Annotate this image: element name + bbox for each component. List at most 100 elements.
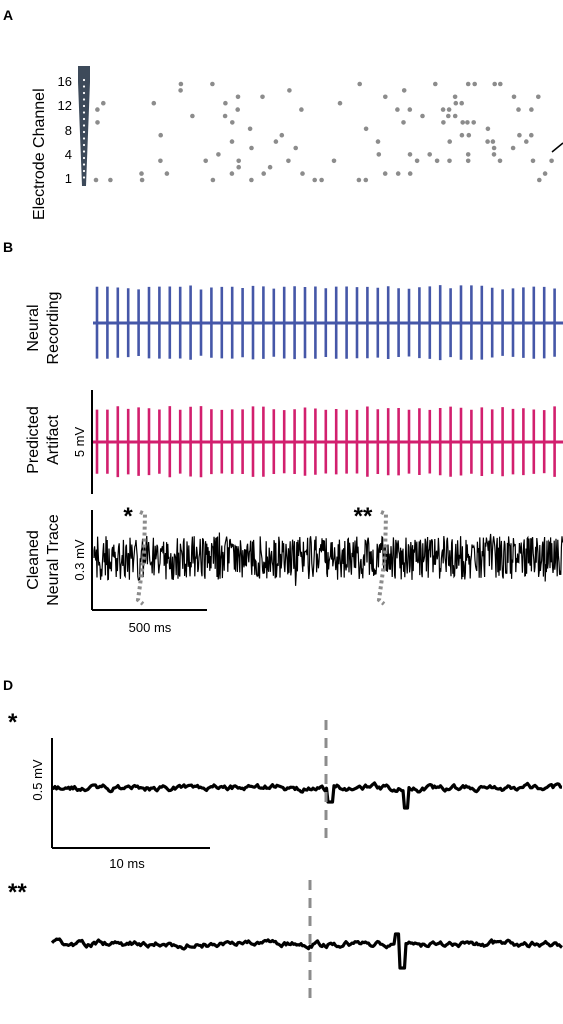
spike-dot <box>287 88 292 93</box>
spike-dot <box>441 120 446 125</box>
spike-dot <box>261 171 267 176</box>
spike-dot <box>108 177 113 183</box>
spike-dot <box>485 126 491 132</box>
channel-tick-8: 8 <box>65 123 72 138</box>
spike-dot <box>273 139 279 144</box>
spike-dot <box>465 158 471 164</box>
spike-dot <box>158 158 163 164</box>
spike-dot <box>286 158 291 164</box>
spike-dot <box>247 126 253 132</box>
spike-marker-1: * <box>123 503 133 530</box>
raster-edge-mark <box>551 142 563 153</box>
spike-dot <box>375 139 381 144</box>
spike-dot <box>490 139 496 144</box>
spike-dot <box>453 100 459 106</box>
spike-dot <box>229 171 235 176</box>
spike-dot <box>491 152 497 157</box>
spike-dot <box>95 120 100 125</box>
spike-dot <box>510 145 516 151</box>
artifact-label-2: Artifact <box>45 415 62 465</box>
electrode-contact <box>82 91 86 95</box>
spike-highlight-2 <box>376 510 389 606</box>
spike-dot <box>472 81 478 87</box>
spike-dot <box>465 152 471 157</box>
spike-raster <box>93 81 554 183</box>
spike-dot <box>95 107 100 112</box>
spike-dot <box>363 126 369 132</box>
spike-dot <box>101 100 106 106</box>
spike-dot <box>376 152 382 157</box>
spike-dot <box>319 177 324 183</box>
electrode-contact <box>82 163 86 166</box>
spike-dot <box>267 164 273 170</box>
spike-dot <box>465 81 471 87</box>
cleaned-scale-label: 0.3 mV <box>72 539 87 581</box>
zoomed-trace-2-line <box>50 932 563 970</box>
spike-dot <box>407 152 413 157</box>
spike-dot <box>492 81 498 87</box>
spike-dot <box>460 120 466 125</box>
spike-dot <box>407 107 413 112</box>
electrode-contact <box>82 98 86 101</box>
spike-dot <box>210 81 215 87</box>
spike-marker-2: ** <box>354 503 373 530</box>
spike-dot <box>164 171 170 176</box>
spike-dot <box>139 177 145 183</box>
spike-dot <box>434 158 440 164</box>
electrode-contact <box>82 85 86 88</box>
panel-d-letter: D <box>3 677 13 693</box>
spike-dot <box>93 177 99 183</box>
electrode-contact <box>82 176 86 179</box>
spike-dot <box>433 81 438 87</box>
spike-dot <box>530 158 536 164</box>
electrode-contact <box>82 169 86 173</box>
spike-dot <box>357 81 363 87</box>
spike-dot <box>529 107 534 112</box>
spike-dot <box>536 94 541 100</box>
spike-dot <box>414 158 420 164</box>
spike-dot <box>158 132 163 138</box>
spike-dot <box>331 158 337 164</box>
channel-tick-1: 1 <box>65 171 72 186</box>
spike-dot <box>542 171 548 176</box>
spike-dot <box>395 171 401 176</box>
spike-dot <box>452 94 458 100</box>
spike-dot <box>395 107 400 112</box>
spike-dot <box>312 177 318 183</box>
spike-dot <box>249 145 254 151</box>
electrode-contact <box>82 137 86 140</box>
spike-dot <box>337 100 343 106</box>
spike-dot <box>235 107 240 112</box>
spike-dot <box>236 164 241 170</box>
electrode-probe-icon <box>78 66 90 186</box>
zoomed-trace-2 <box>50 932 563 970</box>
spike-dot <box>459 132 465 138</box>
spike-dot <box>203 158 208 164</box>
zoomed-trace-1-line <box>51 781 563 810</box>
spike-dot <box>516 107 521 112</box>
neural-recording-label-1: Neural <box>25 304 42 351</box>
spike-dot <box>230 120 235 125</box>
spike-dot <box>210 177 216 183</box>
spike-dot <box>446 113 451 119</box>
d-time-scale-label: 10 ms <box>109 856 145 871</box>
cleaned-neural-trace <box>93 510 563 606</box>
spike-dot <box>151 100 157 106</box>
spike-dot <box>549 158 554 164</box>
spike-dot <box>529 132 534 138</box>
spike-dot <box>511 94 517 100</box>
electrode-contact <box>82 130 86 134</box>
spike-dot <box>446 107 452 112</box>
zoomed-trace-1 <box>51 781 563 810</box>
spike-dot <box>440 107 446 112</box>
spike-dot <box>222 113 228 119</box>
spike-dot <box>497 158 503 164</box>
spike-dot <box>401 120 406 125</box>
spike-dot <box>427 152 433 157</box>
spike-dot <box>447 158 452 164</box>
spike-dot <box>517 132 522 138</box>
d-amp-scale-label: 0.5 mV <box>30 759 45 801</box>
spike-dot <box>356 177 362 183</box>
spike-dot <box>249 177 254 183</box>
